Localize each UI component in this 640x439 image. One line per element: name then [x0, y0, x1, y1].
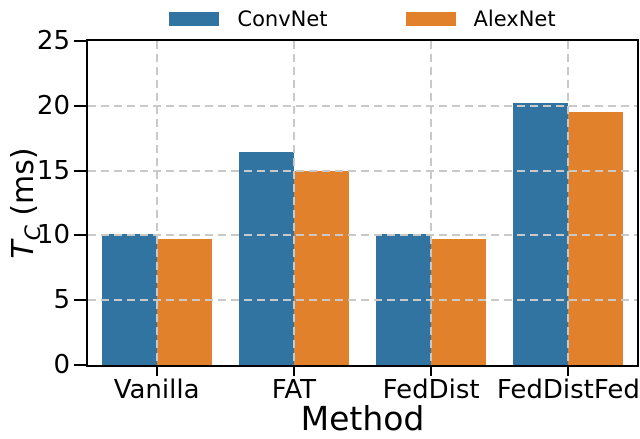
x-tick-mark — [155, 367, 158, 376]
y-tick-label: 20 — [36, 90, 70, 121]
x-tick-mark — [292, 367, 295, 376]
y-tick-mark — [74, 234, 86, 237]
v-gridline — [292, 41, 295, 365]
y-tick-label: 5 — [53, 285, 70, 316]
y-tick-label: 25 — [36, 26, 70, 56]
y-tick-label: 15 — [36, 155, 70, 186]
v-gridline — [155, 41, 158, 365]
x-tick-label: FedDist — [382, 375, 480, 405]
y-tick-label: 0 — [53, 350, 70, 380]
bar-convnet-fat — [238, 152, 294, 365]
legend-label-convnet: ConvNet — [237, 6, 328, 31]
h-gridline — [88, 234, 637, 237]
y-tick-mark — [74, 40, 86, 42]
h-gridline — [88, 299, 637, 302]
bar-alexnet-feddistfed — [568, 112, 624, 365]
x-axis-label: Method — [300, 399, 425, 438]
v-gridline — [567, 41, 570, 365]
bar-convnet-feddistfed — [513, 103, 569, 365]
x-tick-label: FedDistFed — [496, 375, 640, 405]
y-tick-label: 10 — [36, 220, 70, 251]
bar-alexnet-fat — [293, 170, 349, 365]
h-gridline — [88, 104, 637, 107]
y-tick-mark — [74, 364, 86, 366]
x-tick-mark — [567, 367, 570, 376]
alexnet-color-swatch — [405, 12, 456, 26]
bar-alexnet-vanilla — [156, 239, 212, 365]
y-tick-mark — [74, 169, 86, 172]
h-gridline — [88, 169, 637, 172]
legend: ConvNet AlexNet — [88, 2, 637, 36]
x-tick-label: FAT — [271, 375, 316, 405]
v-gridline — [430, 41, 433, 365]
legend-label-alexnet: AlexNet — [473, 6, 556, 31]
x-tick-label: Vanilla — [113, 375, 200, 405]
y-tick-mark — [74, 104, 86, 107]
x-tick-mark — [430, 367, 433, 376]
y-tick-mark — [74, 299, 86, 302]
legend-item-convnet: ConvNet — [169, 6, 328, 31]
bar-alexnet-feddist — [431, 239, 487, 365]
legend-item-alexnet: AlexNet — [405, 6, 556, 31]
convnet-color-swatch — [169, 12, 220, 26]
